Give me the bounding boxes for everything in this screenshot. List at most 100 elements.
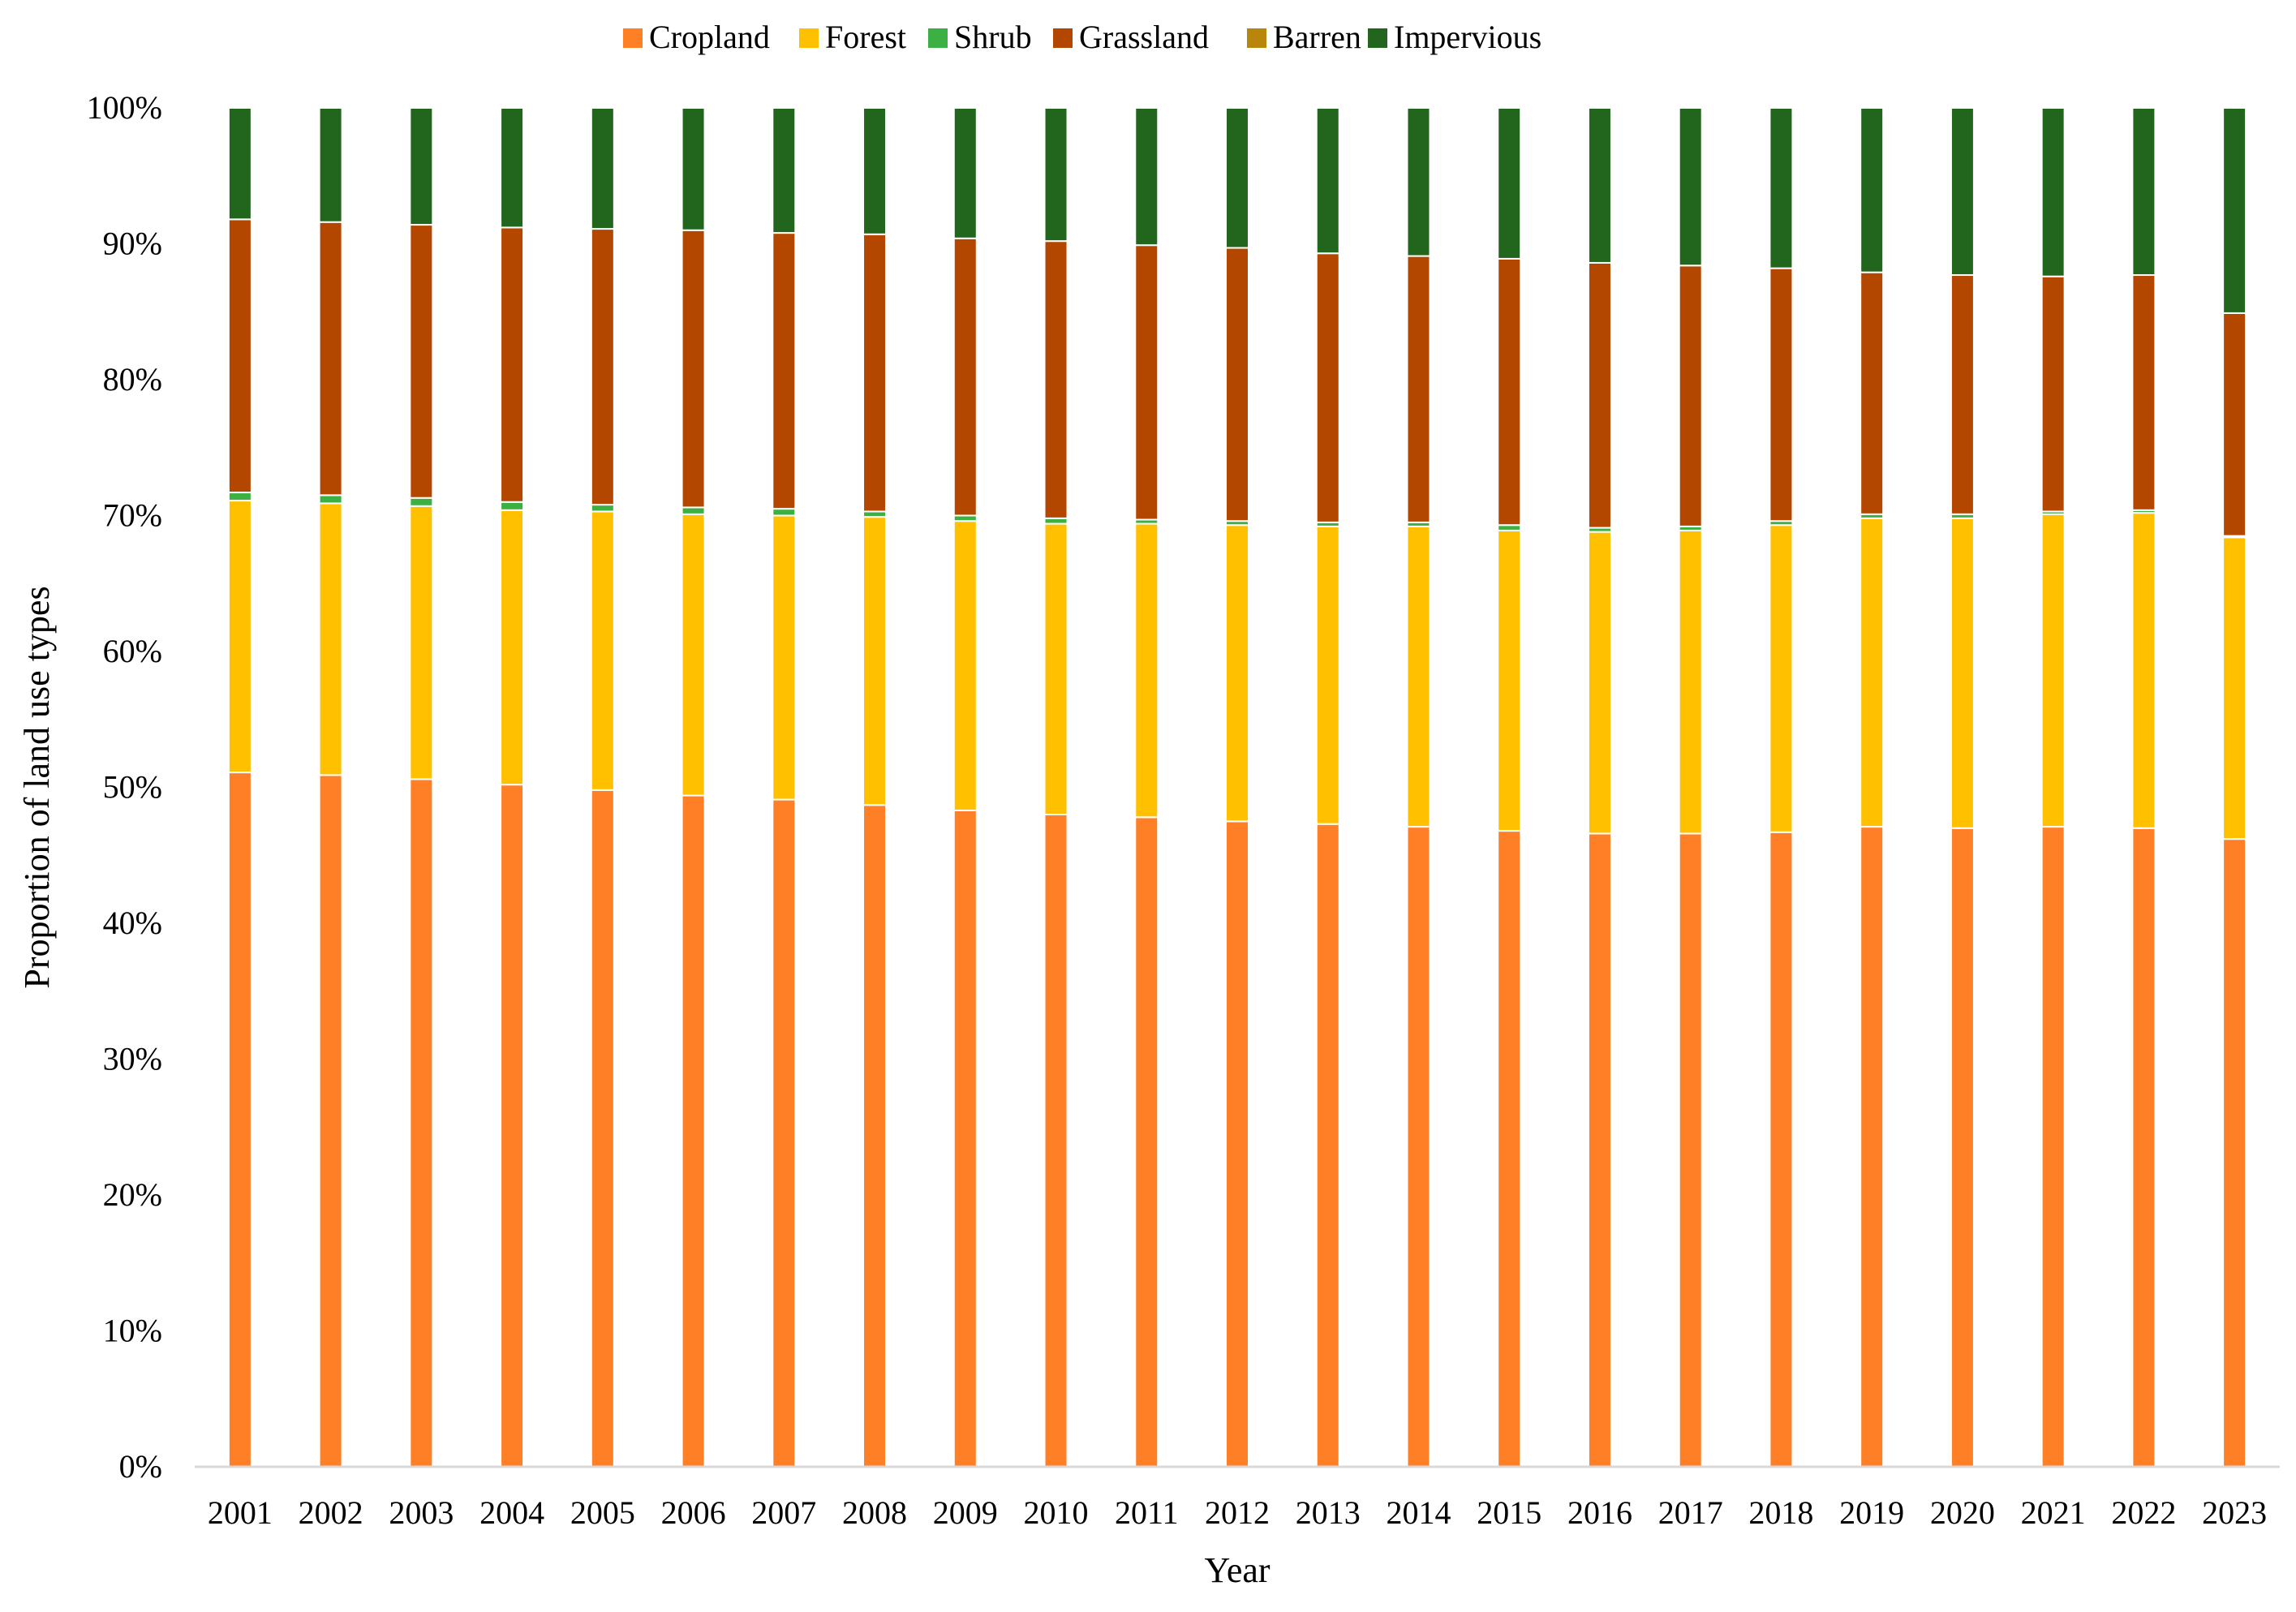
bar-segment-shrub — [590, 504, 615, 513]
x-axis-title: Year — [1204, 1550, 1270, 1590]
bar-segment-forest — [1497, 529, 1522, 832]
bar-segment-grassland — [1587, 261, 1612, 529]
bar-segment-cropland — [1860, 826, 1885, 1468]
bar-segment-grassland — [772, 232, 797, 510]
x-tick-label: 2010 — [1024, 1494, 1089, 1531]
legend-label: Shrub — [954, 19, 1032, 55]
bar-segment-forest — [862, 516, 888, 806]
legend-item-forest: Forest — [799, 19, 906, 55]
y-tick-label: 90% — [103, 226, 162, 262]
x-tick-label: 2003 — [389, 1494, 454, 1531]
legend-swatch — [1247, 28, 1266, 48]
bar-stack — [1769, 107, 1794, 1468]
bar-stack — [2222, 107, 2247, 1468]
x-tick-label: 2006 — [661, 1494, 726, 1531]
bar-segment-impervious — [1406, 107, 1431, 257]
bar-segment-shrub — [772, 508, 797, 517]
legend-label: Grassland — [1079, 19, 1209, 55]
bar-segment-forest — [772, 514, 797, 801]
bar-segment-forest — [500, 509, 525, 786]
bar-segment-impervious — [1043, 107, 1068, 243]
bar-segment-forest — [409, 505, 434, 780]
y-tick-label: 30% — [103, 1041, 162, 1077]
bar-stack — [952, 107, 978, 1468]
legend-label: Impervious — [1394, 19, 1541, 55]
bar-stack — [1587, 107, 1612, 1468]
bar-segment-grassland — [1950, 274, 1975, 515]
bar-segment-grassland — [590, 228, 615, 506]
bar-stack — [1225, 107, 1249, 1468]
x-tick-label: 2018 — [1748, 1494, 1813, 1531]
bar-segment-impervious — [500, 107, 525, 229]
bar-segment-cropland — [772, 798, 797, 1468]
bar-segment-grassland — [952, 237, 978, 517]
bar-stack — [500, 107, 525, 1468]
bar-segment-cropland — [1497, 830, 1522, 1468]
legend-label: Forest — [825, 19, 906, 55]
y-axis-title: Proportion of land use types — [17, 586, 57, 988]
legend-swatch — [1053, 28, 1073, 48]
bar-segment-forest — [1950, 517, 1975, 829]
x-tick-label: 2012 — [1205, 1494, 1270, 1531]
bar-segment-grassland — [862, 233, 888, 513]
bar-segment-grassland — [1406, 255, 1431, 523]
bar-segment-cropland — [1043, 814, 1068, 1468]
bar-segment-cropland — [862, 804, 888, 1468]
bar-stack — [227, 107, 252, 1468]
bar-segment-impervious — [681, 107, 706, 231]
bar-segment-impervious — [409, 107, 434, 226]
bar-stack — [1134, 107, 1159, 1468]
bar-segment-impervious — [1315, 107, 1340, 255]
x-axis-ticks: 2001 2002 2003 2004 2005 2006 2007 2008 2009 2010… — [208, 1494, 2267, 1531]
bar-segment-forest — [1225, 524, 1249, 823]
bar-segment-cropland — [2040, 826, 2066, 1468]
bar-stack — [1406, 107, 1431, 1468]
x-tick-label: 2023 — [2202, 1494, 2267, 1531]
x-tick-label: 2020 — [1930, 1494, 1995, 1531]
bar-segment-impervious — [1678, 107, 1703, 267]
bar-segment-cropland — [318, 774, 343, 1468]
bar-stack — [1043, 107, 1068, 1468]
bar-segment-impervious — [1225, 107, 1249, 249]
y-tick-label: 10% — [103, 1313, 162, 1349]
bar-segment-grassland — [318, 221, 343, 496]
legend-item-barren: Barren — [1247, 19, 1361, 55]
bar-segment-forest — [952, 520, 978, 811]
x-tick-label: 2008 — [842, 1494, 907, 1531]
legend-label: Cropland — [649, 19, 770, 55]
bar-segment-impervious — [318, 107, 343, 223]
bar-segment-impervious — [1587, 107, 1612, 264]
bar-segment-shrub — [227, 492, 252, 502]
bar-segment-cropland — [590, 789, 615, 1468]
x-tick-label: 2019 — [1839, 1494, 1904, 1531]
bar-segment-cropland — [1769, 831, 1794, 1468]
bar-segment-cropland — [1678, 832, 1703, 1468]
legend-swatch — [623, 28, 643, 48]
legend-item-grassland: Grassland — [1053, 19, 1209, 55]
bar-segment-forest — [1315, 525, 1340, 825]
bar-segment-cropland — [1134, 816, 1159, 1468]
bar-segment-grassland — [1315, 252, 1340, 523]
bar-segment-cropland — [227, 772, 252, 1468]
x-tick-label: 2007 — [751, 1494, 816, 1531]
bar-segment-shrub — [952, 514, 978, 522]
bar-segment-impervious — [1134, 107, 1159, 247]
bar-segment-grassland — [1497, 257, 1522, 527]
bar-segment-shrub — [862, 510, 888, 518]
bar-stack — [772, 107, 797, 1468]
legend-item-impervious: Impervious — [1368, 19, 1541, 55]
bar-segment-impervious — [2040, 107, 2066, 277]
bar-segment-cropland — [952, 809, 978, 1468]
bar-segment-cropland — [1406, 826, 1431, 1468]
bar-stack — [318, 107, 343, 1468]
bar-segment-grassland — [2131, 274, 2156, 511]
bar-segment-forest — [1769, 524, 1794, 833]
bar-segment-forest — [681, 513, 706, 797]
bar-segment-shrub — [1497, 524, 1522, 531]
legend-item-cropland: Cropland — [623, 19, 770, 55]
bar-stack — [590, 107, 615, 1468]
legend-swatch — [1368, 28, 1387, 48]
x-tick-label: 2005 — [570, 1494, 635, 1531]
y-tick-label: 50% — [103, 769, 162, 806]
bar-segment-grassland — [1043, 240, 1068, 519]
